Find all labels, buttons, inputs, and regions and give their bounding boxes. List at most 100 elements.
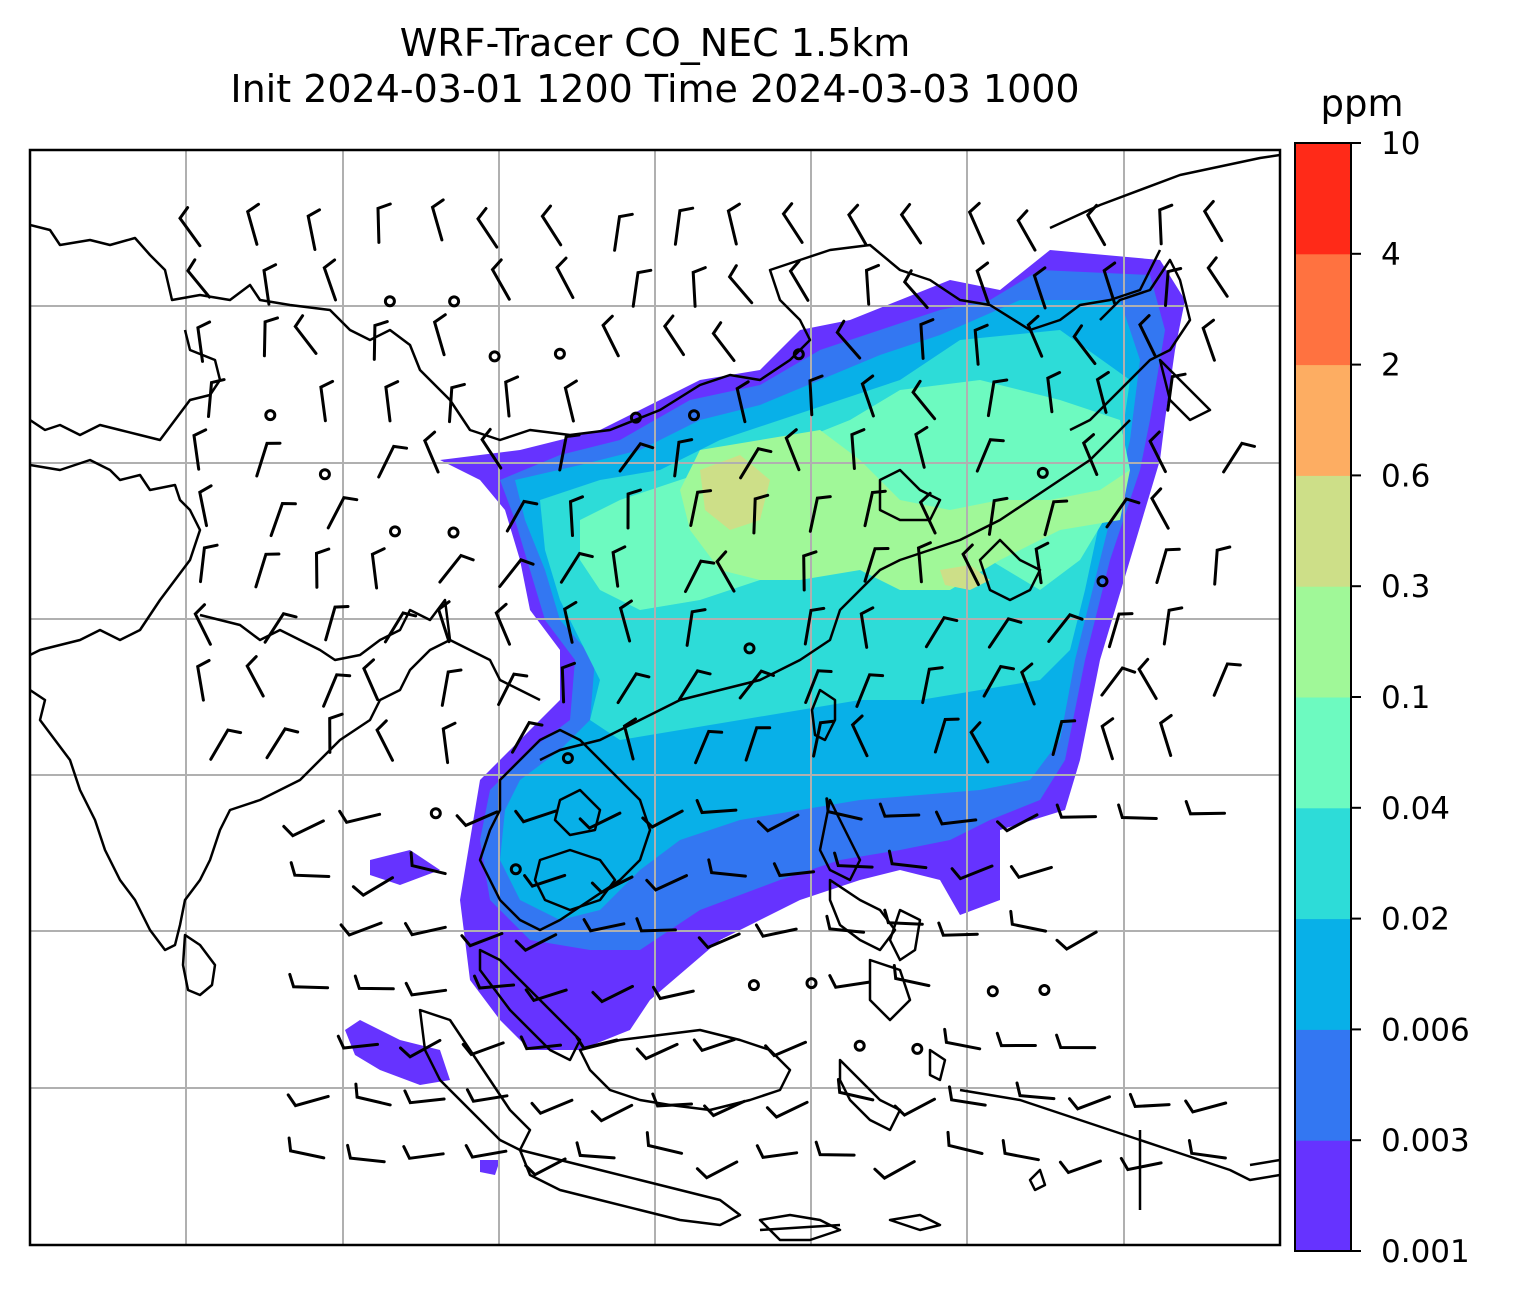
wind-barb bbox=[1117, 803, 1158, 820]
wind-barb bbox=[558, 433, 581, 472]
field-patch-sw bbox=[345, 1020, 450, 1085]
wind-barb bbox=[946, 1130, 984, 1155]
wind-barb bbox=[282, 819, 325, 838]
wind-barb bbox=[319, 379, 335, 423]
wind-barb bbox=[1155, 547, 1181, 584]
calm-wind-marker bbox=[805, 977, 818, 990]
wind-barb bbox=[1016, 209, 1037, 252]
wind-barb bbox=[814, 1140, 856, 1157]
wind-barb bbox=[353, 974, 395, 991]
wind-barb bbox=[756, 813, 800, 833]
wind-barb bbox=[967, 201, 985, 245]
wind-barb bbox=[1015, 1081, 1056, 1101]
wind-barb bbox=[504, 375, 520, 418]
colorbar-segment bbox=[1295, 1029, 1351, 1141]
wind-barb bbox=[255, 441, 282, 478]
title-line-2: Init 2024-03-01 1200 Time 2024-03-03 100… bbox=[230, 67, 1080, 111]
wind-barb bbox=[460, 932, 504, 948]
wind-barb bbox=[673, 206, 695, 246]
wind-barb bbox=[476, 207, 499, 249]
wind-barb bbox=[377, 444, 409, 479]
wind-barb bbox=[738, 669, 775, 700]
wind-barb bbox=[1009, 865, 1053, 880]
wind-barb bbox=[859, 606, 875, 649]
wind-barb bbox=[192, 428, 208, 471]
wind-barb bbox=[618, 599, 633, 643]
wind-barb bbox=[899, 203, 923, 245]
wind-barb bbox=[1105, 497, 1141, 529]
wind-barb bbox=[336, 1034, 379, 1050]
wind-barb bbox=[530, 1098, 574, 1115]
wind-barb bbox=[346, 1143, 386, 1164]
wind-barb bbox=[808, 495, 832, 533]
wind-barb bbox=[1158, 714, 1173, 757]
colorbar-tick-label: 0.1 bbox=[1381, 680, 1430, 716]
wind-barb bbox=[1150, 487, 1170, 530]
wind-barb bbox=[1001, 1139, 1040, 1162]
wind-barb bbox=[582, 918, 626, 933]
calm-wind-marker bbox=[488, 350, 501, 363]
calm-wind-marker bbox=[853, 1039, 866, 1052]
wind-barb bbox=[1206, 256, 1229, 298]
wind-barb bbox=[651, 1092, 693, 1108]
wind-barb bbox=[982, 664, 1015, 698]
wind-barb bbox=[403, 1089, 446, 1105]
wind-barb bbox=[498, 558, 535, 588]
wind-barb bbox=[440, 668, 463, 707]
wind-barb bbox=[808, 374, 824, 417]
colorbar-segment bbox=[1295, 364, 1351, 476]
wind-barb bbox=[432, 313, 447, 357]
wind-barb bbox=[339, 921, 383, 937]
calm-wind-marker bbox=[1038, 984, 1051, 996]
wind-barb bbox=[1020, 662, 1036, 706]
field-level-6 bbox=[700, 455, 770, 530]
wind-barb bbox=[383, 611, 418, 644]
wind-barb bbox=[464, 1144, 508, 1159]
calm-wind-marker bbox=[447, 526, 460, 539]
wind-barb bbox=[286, 1093, 330, 1108]
calm-wind-marker bbox=[792, 348, 805, 361]
wind-barb bbox=[289, 861, 331, 878]
wind-barb bbox=[697, 932, 741, 950]
wind-barb bbox=[1051, 719, 1077, 756]
colorbar-tick-label: 4 bbox=[1381, 237, 1401, 273]
wind-barb bbox=[441, 721, 457, 765]
wind-barb bbox=[196, 320, 212, 363]
field-patch-s bbox=[480, 1160, 500, 1175]
wind-barb bbox=[372, 320, 389, 361]
calm-wind-marker bbox=[429, 807, 442, 820]
calm-wind-marker bbox=[1036, 466, 1049, 479]
wind-barb bbox=[864, 263, 880, 306]
wind-barb bbox=[833, 851, 874, 869]
calm-wind-marker bbox=[911, 1042, 924, 1055]
wind-barb bbox=[1138, 314, 1157, 357]
wind-barb bbox=[1187, 1139, 1227, 1160]
calm-wind-marker bbox=[318, 468, 331, 481]
calm-wind-marker bbox=[688, 409, 700, 422]
wind-barb bbox=[916, 541, 932, 584]
wind-barb bbox=[1055, 1033, 1097, 1050]
calm-wind-marker bbox=[747, 979, 760, 992]
wind-barb bbox=[269, 501, 297, 538]
calm-wind-marker bbox=[1096, 575, 1109, 588]
wind-barb bbox=[1202, 200, 1224, 243]
wind-barb bbox=[803, 606, 826, 646]
field-level-5 bbox=[680, 430, 1130, 590]
calm-wind-marker bbox=[383, 295, 396, 308]
wind-barb bbox=[641, 809, 684, 829]
wind-barb bbox=[1046, 371, 1062, 414]
colorbar-tick-label: 2 bbox=[1381, 348, 1401, 384]
calm-wind-marker bbox=[743, 642, 756, 655]
wind-barb bbox=[1026, 314, 1044, 358]
wind-barb bbox=[812, 719, 835, 758]
wind-barb bbox=[293, 314, 318, 355]
wind-barb bbox=[836, 1078, 875, 1102]
wind-barb bbox=[855, 673, 885, 708]
wind-barb bbox=[995, 1031, 1037, 1048]
wind-barb bbox=[645, 874, 688, 892]
wind-barb bbox=[935, 810, 978, 826]
wind-barb bbox=[948, 1085, 987, 1107]
wind-barb bbox=[209, 728, 243, 761]
wind-barb bbox=[924, 615, 959, 649]
colorbar-tick-label: 0.3 bbox=[1381, 569, 1430, 605]
